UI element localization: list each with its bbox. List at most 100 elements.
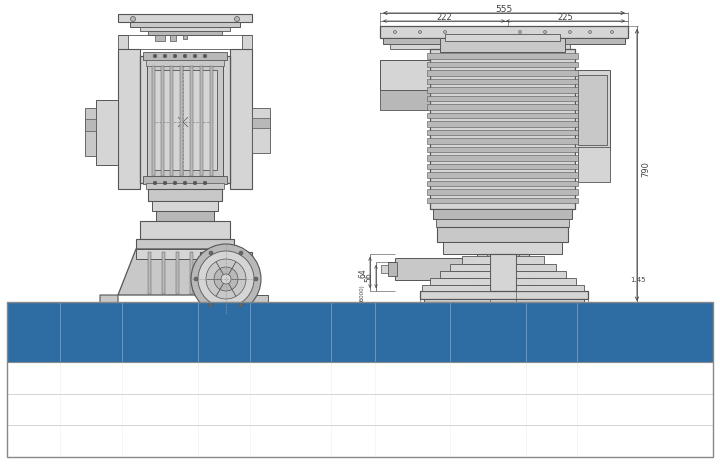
Text: 222: 222 <box>436 14 452 23</box>
Text: Ratio: Ratio <box>213 346 235 355</box>
Text: 电流: 电流 <box>546 313 557 323</box>
Bar <box>136 249 234 259</box>
Circle shape <box>544 31 546 33</box>
Bar <box>148 189 222 201</box>
Bar <box>420 291 588 299</box>
Text: 输出扭矩: 输出扭矩 <box>148 313 172 323</box>
Text: YFT132-6: YFT132-6 <box>268 406 313 415</box>
Bar <box>146 183 224 189</box>
Text: XII: XII <box>85 437 97 447</box>
Bar <box>436 219 569 227</box>
Circle shape <box>130 16 135 22</box>
Circle shape <box>198 251 254 307</box>
Bar <box>383 38 625 44</box>
Bar <box>190 66 193 176</box>
Bar <box>575 70 610 150</box>
Circle shape <box>194 277 198 281</box>
Bar <box>242 35 252 49</box>
Text: Power Source: Power Source <box>459 334 517 343</box>
Text: 49/2: 49/2 <box>213 374 235 384</box>
Bar <box>161 66 164 176</box>
Bar <box>183 35 187 39</box>
Circle shape <box>611 31 613 33</box>
Text: Specification: Specification <box>64 338 118 347</box>
Text: 11: 11 <box>546 374 558 384</box>
Bar <box>140 27 230 31</box>
Bar <box>380 90 430 110</box>
Bar <box>427 62 578 67</box>
Text: AC380: AC380 <box>594 374 626 384</box>
Text: YFT132-6: YFT132-6 <box>268 374 313 384</box>
Polygon shape <box>118 249 252 295</box>
Circle shape <box>193 54 197 58</box>
Text: Brake Voltage: Brake Voltage <box>580 334 639 343</box>
Bar <box>427 87 578 93</box>
Bar <box>427 180 578 186</box>
Bar <box>427 138 578 143</box>
Bar <box>162 252 165 294</box>
Circle shape <box>518 31 521 33</box>
Circle shape <box>239 303 243 307</box>
Bar <box>152 66 155 176</box>
Circle shape <box>174 54 177 58</box>
Text: 7.5: 7.5 <box>345 437 361 447</box>
Circle shape <box>214 267 238 291</box>
Bar <box>490 254 516 306</box>
Bar <box>252 295 268 305</box>
Bar <box>427 189 578 195</box>
Text: 64: 64 <box>359 268 367 278</box>
Bar <box>7 302 713 457</box>
Text: Type of Motor: Type of Motor <box>262 338 319 347</box>
Text: 940: 940 <box>403 374 422 384</box>
Text: 型号: 型号 <box>28 313 40 323</box>
Bar <box>218 252 221 294</box>
Bar <box>427 104 578 110</box>
Bar <box>390 44 570 49</box>
Circle shape <box>221 274 231 284</box>
Bar <box>118 35 128 49</box>
Text: (kw): (kw) <box>344 346 362 355</box>
Text: 规格: 规格 <box>85 313 97 323</box>
Circle shape <box>114 313 116 315</box>
Bar <box>427 197 578 203</box>
Bar <box>578 75 607 145</box>
Bar <box>118 14 252 22</box>
Bar <box>200 66 203 176</box>
Bar <box>516 278 576 285</box>
Circle shape <box>163 54 167 58</box>
Circle shape <box>203 181 207 185</box>
Text: 200: 200 <box>532 326 546 331</box>
Text: 15: 15 <box>545 406 558 415</box>
Bar <box>7 394 713 425</box>
Bar <box>516 271 566 278</box>
Bar <box>516 256 544 264</box>
Circle shape <box>183 181 186 185</box>
Text: 4×Φ24: 4×Φ24 <box>107 316 131 322</box>
Bar <box>252 108 270 153</box>
Circle shape <box>418 31 421 33</box>
Text: 955: 955 <box>403 437 422 447</box>
Text: (±0.000): (±0.000) <box>359 284 364 309</box>
Bar <box>230 49 252 189</box>
Text: 886: 886 <box>151 374 169 384</box>
Text: 1072: 1072 <box>148 406 173 415</box>
Bar <box>430 49 575 209</box>
Bar <box>427 147 578 152</box>
Circle shape <box>569 31 572 33</box>
Circle shape <box>193 181 197 185</box>
Bar <box>445 34 560 41</box>
Bar <box>85 119 96 131</box>
Circle shape <box>209 251 213 255</box>
Bar <box>388 262 397 276</box>
Bar <box>155 35 165 41</box>
Circle shape <box>153 54 157 58</box>
Circle shape <box>203 54 207 58</box>
Bar <box>130 22 240 27</box>
Text: (r/min): (r/min) <box>398 346 427 355</box>
Text: 49/2: 49/2 <box>213 406 235 415</box>
Bar <box>143 52 227 60</box>
Bar <box>516 285 584 291</box>
Text: (A): (A) <box>546 346 558 355</box>
Bar <box>190 252 193 294</box>
Text: 940: 940 <box>403 406 422 415</box>
